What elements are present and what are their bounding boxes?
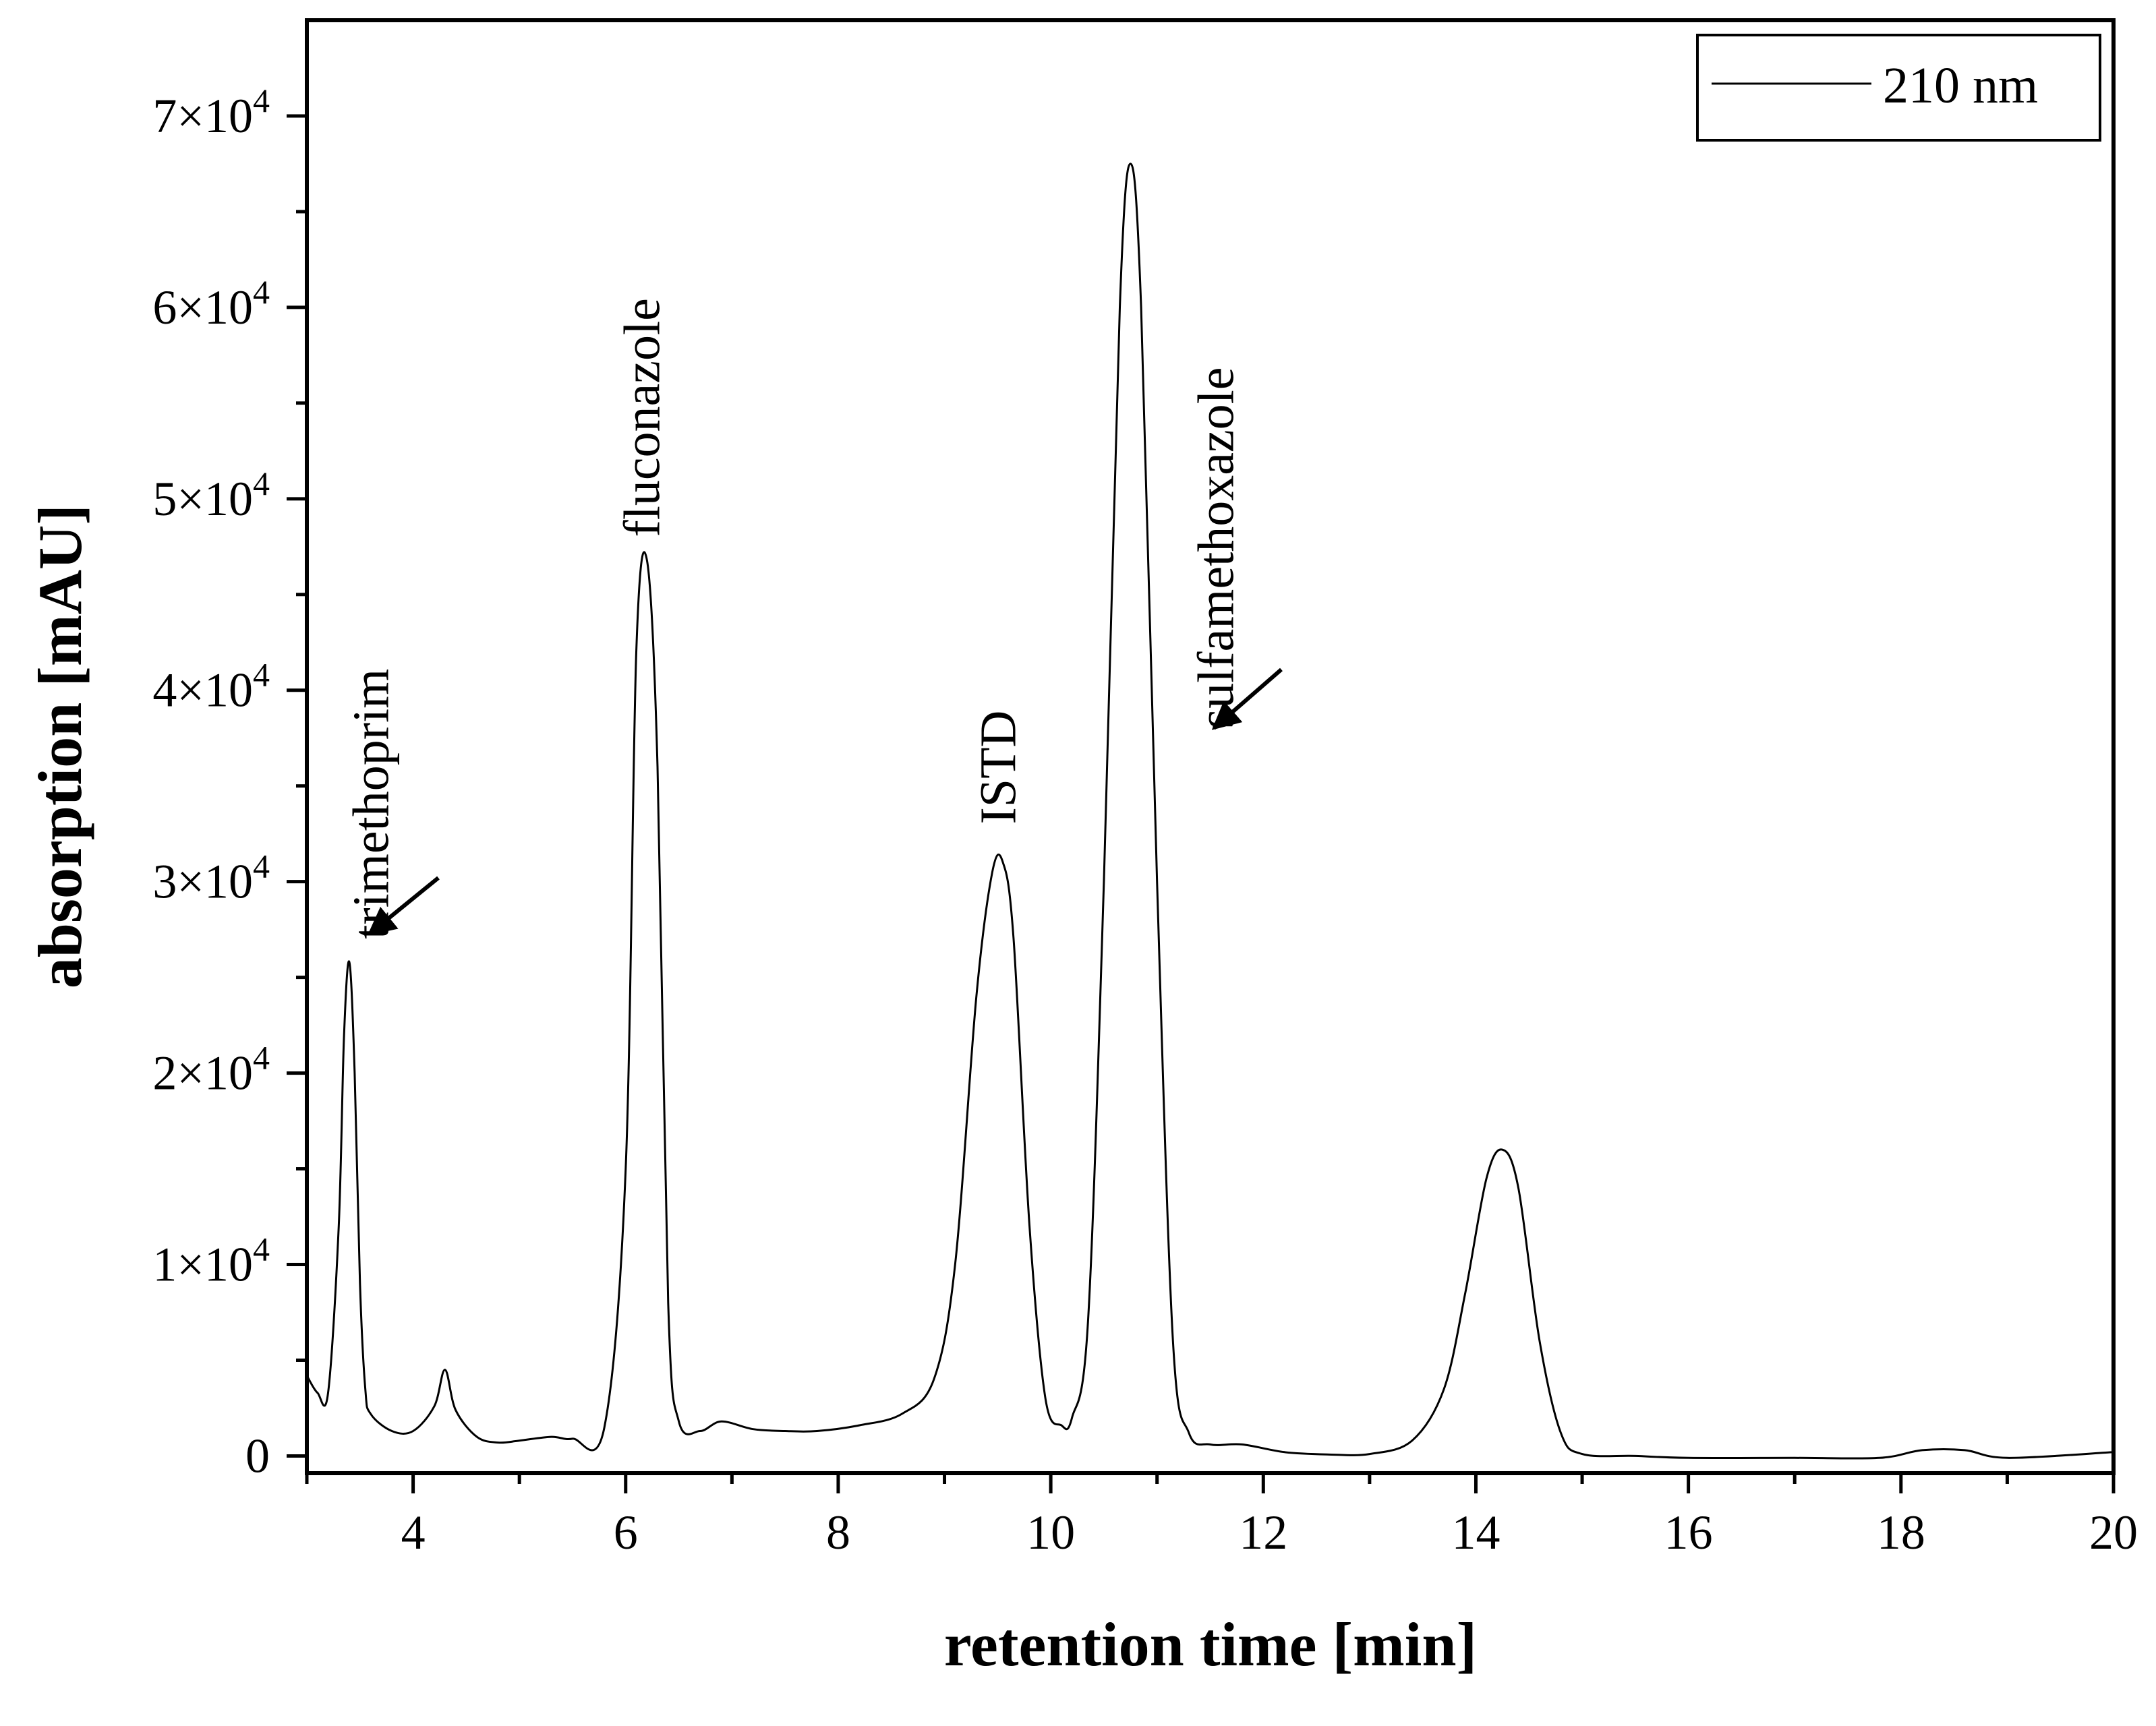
legend: 210 nm — [1696, 34, 2101, 142]
annotation-trimethoprim: trimethoprim — [343, 669, 400, 939]
plot-frame — [305, 18, 2116, 1475]
x-tick-label-16: 16 — [1664, 1506, 1713, 1559]
y-axis-ticks: 0 1×104 2×104 3×104 4×104 5×104 6×104 7×104 — [152, 82, 307, 1483]
x-tick-label-20: 20 — [2089, 1506, 2138, 1559]
legend-box — [1696, 34, 2101, 142]
annotations: trimethoprim fluconazole ISTD sulfametho… — [343, 298, 1283, 939]
y-tick-label-0: 0 — [245, 1429, 270, 1483]
y-tick-label-30000: 3×104 — [152, 847, 270, 909]
x-tick-label-6: 6 — [614, 1506, 638, 1559]
arrow-trimethoprim — [367, 876, 440, 936]
y-tick-label-20000: 2×104 — [152, 1039, 270, 1100]
x-tick-label-10: 10 — [1026, 1506, 1075, 1559]
x-tick-label-8: 8 — [826, 1506, 850, 1559]
arrow-sulfamethoxazole — [1211, 667, 1283, 730]
x-tick-label-18: 18 — [1877, 1506, 1925, 1559]
x-axis-title: retention time [min] — [944, 1610, 1477, 1679]
annotation-fluconazole: fluconazole — [614, 298, 670, 537]
x-tick-label-4: 4 — [401, 1506, 426, 1559]
y-tick-label-50000: 5×104 — [152, 465, 270, 526]
x-tick-label-12: 12 — [1239, 1506, 1287, 1559]
y-tick-label-10000: 1×104 — [152, 1230, 270, 1292]
x-axis-ticks: 4 6 8 10 12 14 16 18 20 — [305, 1473, 2138, 1559]
y-tick-label-70000: 7×104 — [152, 82, 270, 143]
annotation-sulfamethoxazole: sulfamethoxazole — [1188, 367, 1244, 728]
series-line-210nm — [305, 162, 2114, 1460]
legend-entry-label: 210 nm — [1883, 57, 2038, 114]
annotation-istd: ISTD — [970, 711, 1026, 825]
y-tick-label-60000: 6×104 — [152, 273, 270, 334]
y-tick-label-40000: 4×104 — [152, 656, 270, 717]
x-tick-label-14: 14 — [1451, 1506, 1500, 1559]
y-axis-title: absorption [mAU] — [26, 504, 94, 988]
